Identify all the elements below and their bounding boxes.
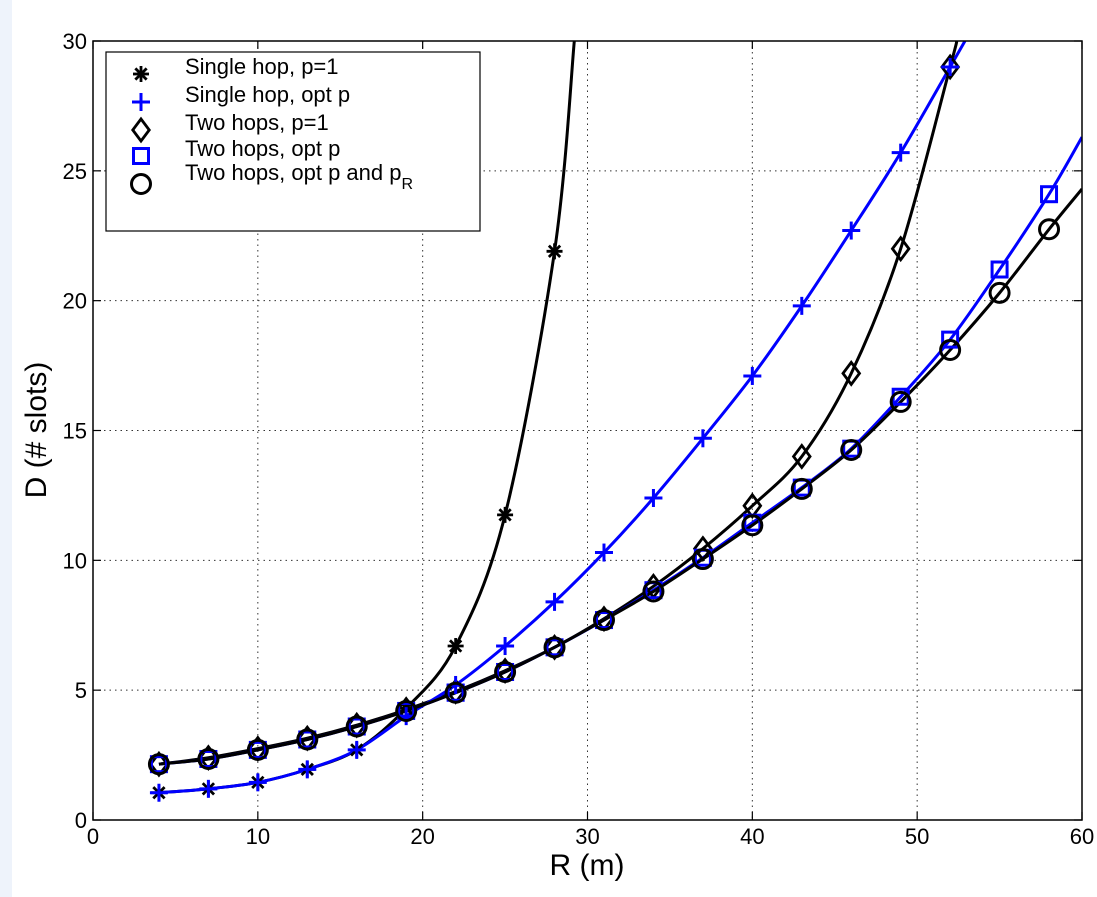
series-3-point: [841, 360, 862, 387]
series-2-point: [149, 783, 168, 802]
series-4-point: [248, 740, 267, 759]
series-3-point: [890, 235, 911, 263]
series-4-point: [397, 701, 416, 720]
series-4-point: [941, 330, 960, 349]
series-2-point: [891, 143, 910, 162]
series-4-point: [199, 749, 218, 768]
y-tick-label: 20: [63, 289, 87, 314]
legend-entry-3: Two hops, p=1: [185, 110, 329, 135]
legend-box: [105, 51, 481, 232]
series-2-point: [298, 760, 317, 779]
x-tick-label: 40: [740, 824, 764, 849]
legend-marker-2: [132, 93, 150, 111]
series-markers: [147, 53, 1061, 802]
x-tick-label: 20: [410, 824, 434, 849]
series-5-point: [1038, 218, 1061, 241]
series-4-point: [496, 662, 515, 681]
legend-marker-5: [130, 173, 152, 195]
series-5-point: [840, 438, 863, 461]
tick-labels: 0 10 20 30 40 50 60 0 5 10 15 20 25 30: [63, 29, 1095, 849]
y-tick-label: 5: [75, 678, 87, 703]
x-tick-label: 60: [1070, 824, 1094, 849]
axis-ticks: [92, 40, 1083, 821]
y-axis-label: D (# slots): [20, 362, 53, 499]
x-tick-label: 50: [905, 824, 929, 849]
y-tick-label: 10: [63, 548, 87, 573]
series-4-point: [298, 730, 317, 749]
series-4-point: [446, 683, 465, 702]
series-5-point: [642, 580, 665, 603]
series-5-point: [246, 738, 269, 761]
series-1-point: [546, 243, 563, 260]
series-5-point: [790, 477, 813, 500]
series-4-point: [1040, 185, 1059, 204]
legend: Single hop, p=1 Single hop, opt p Two hops…: [105, 51, 481, 232]
series-5-point: [741, 514, 764, 537]
legend-entry-4: Two hops, opt p: [185, 136, 340, 161]
series-2-point: [743, 366, 762, 385]
x-tick-label: 10: [246, 824, 270, 849]
series-2-point: [842, 221, 861, 240]
series-2-point: [792, 296, 811, 315]
series-2-point: [644, 489, 663, 508]
series-4-point: [149, 755, 168, 774]
series-5-point: [889, 390, 912, 413]
y-tick-label: 25: [63, 159, 87, 184]
series-2-point: [248, 773, 267, 792]
series-2-point: [496, 637, 515, 656]
series-5-point: [543, 636, 566, 659]
series-1-point: [447, 638, 464, 655]
series-4-point: [545, 638, 564, 657]
legend-entry-2: Single hop, opt p: [185, 82, 350, 107]
series-3-point: [940, 53, 961, 81]
legend-entry-1: Single hop, p=1: [185, 54, 339, 79]
series-5-point: [494, 660, 517, 683]
x-axis-label: R (m): [550, 849, 625, 882]
series-2-point: [693, 429, 712, 448]
series-5-point: [345, 715, 368, 738]
legend-marker-1: [133, 66, 149, 82]
series-2-point: [347, 740, 366, 759]
legend-entry-subscript: R: [402, 176, 414, 193]
legend-marker-4: [132, 147, 150, 165]
series-2-point: [545, 592, 564, 611]
series-5-point: [939, 339, 962, 362]
series-4-point: [594, 611, 613, 630]
x-tick-label: 0: [87, 824, 99, 849]
series-5-point: [395, 699, 418, 722]
y-tick-label: 0: [75, 808, 87, 833]
y-tick-label: 15: [63, 419, 87, 444]
series-3-point: [692, 535, 713, 562]
series-2-point: [594, 543, 613, 562]
legend-marker-3: [131, 116, 151, 144]
series-5-point: [296, 728, 319, 751]
series-5-point: [988, 281, 1011, 304]
series-5-point: [444, 681, 467, 704]
series-2-point: [941, 57, 960, 76]
series-3-point: [791, 443, 812, 470]
series-5-point: [147, 753, 170, 776]
series-5-point: [197, 747, 220, 770]
x-tick-label: 30: [575, 824, 599, 849]
series-5-point: [691, 548, 714, 571]
figure-margin-strip: [0, 0, 12, 897]
series-5-point: [592, 609, 615, 632]
series-4-point: [990, 260, 1009, 279]
series-4-point: [347, 717, 366, 736]
series-1-point: [497, 506, 514, 523]
series-2-point: [199, 779, 218, 798]
y-tick-label: 30: [63, 29, 87, 54]
